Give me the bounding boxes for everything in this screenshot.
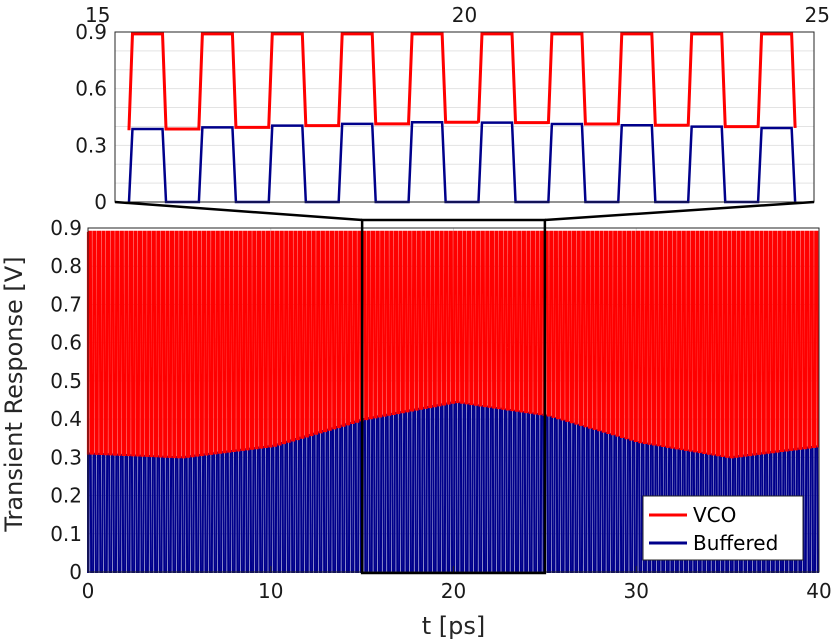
inset-series-vco-line bbox=[127, 32, 797, 131]
y-tick-label: 0.2 bbox=[50, 484, 82, 508]
y-tick-label: 0.4 bbox=[50, 407, 82, 431]
main-series-group bbox=[86, 230, 819, 573]
inset-y-tick-label: 0.3 bbox=[75, 133, 107, 157]
inset-y-tick-label: 0 bbox=[94, 190, 107, 214]
inset-x-tick-label: 15 bbox=[85, 3, 110, 27]
inset-y-tick-label: 0.6 bbox=[75, 77, 107, 101]
y-tick-label: 0.5 bbox=[50, 369, 82, 393]
series-buffered-line bbox=[87, 400, 819, 573]
inset-plot-frame bbox=[114, 31, 815, 203]
zoom-indicator bbox=[114, 200, 815, 575]
zoom-box bbox=[360, 218, 547, 575]
y-tick-label: 0.6 bbox=[50, 331, 82, 355]
y-tick-label: 0.3 bbox=[50, 445, 82, 469]
inset-x-tick-label: 20 bbox=[452, 3, 477, 27]
inset-series-group bbox=[127, 32, 797, 204]
y-tick-label: 0 bbox=[69, 560, 82, 584]
y-tick-label: 0.1 bbox=[50, 522, 82, 546]
x-tick-label: 40 bbox=[806, 579, 831, 603]
zoom-connector-right bbox=[544, 200, 815, 222]
legend-label-vco: VCO bbox=[693, 503, 736, 527]
x-tick-label: 20 bbox=[441, 579, 466, 603]
series-vco-line bbox=[86, 230, 819, 459]
inset-series-buffered-line bbox=[127, 120, 797, 204]
inset-y-tick-label: 0.9 bbox=[75, 20, 107, 44]
legend-label-buffered: Buffered bbox=[693, 531, 778, 555]
legend-box bbox=[642, 495, 804, 561]
legend: VCO Buffered bbox=[642, 495, 804, 561]
x-tick-label: 30 bbox=[624, 579, 649, 603]
inset-x-tick-label: 25 bbox=[805, 3, 830, 27]
x-tick-label: 0 bbox=[82, 579, 95, 603]
y-tick-label: 0.7 bbox=[50, 292, 82, 316]
x-tick-label: 10 bbox=[258, 579, 283, 603]
inset-gridlines bbox=[115, 31, 814, 184]
main-tick-labels: 0 10 20 30 40 0 0.1 0.2 0.3 0.4 0.5 0.6 0.7 0.8 0.9 bbox=[50, 216, 831, 603]
zoom-connector-left bbox=[114, 200, 363, 222]
inset-tick-labels: 15 20 25 0 0.3 0.6 0.9 bbox=[75, 3, 830, 214]
y-axis-label: Transient Response [V] bbox=[0, 256, 28, 532]
x-axis-label: t [ps] bbox=[422, 612, 486, 640]
y-tick-label: 0.9 bbox=[50, 216, 82, 240]
y-tick-label: 0.8 bbox=[50, 254, 82, 278]
